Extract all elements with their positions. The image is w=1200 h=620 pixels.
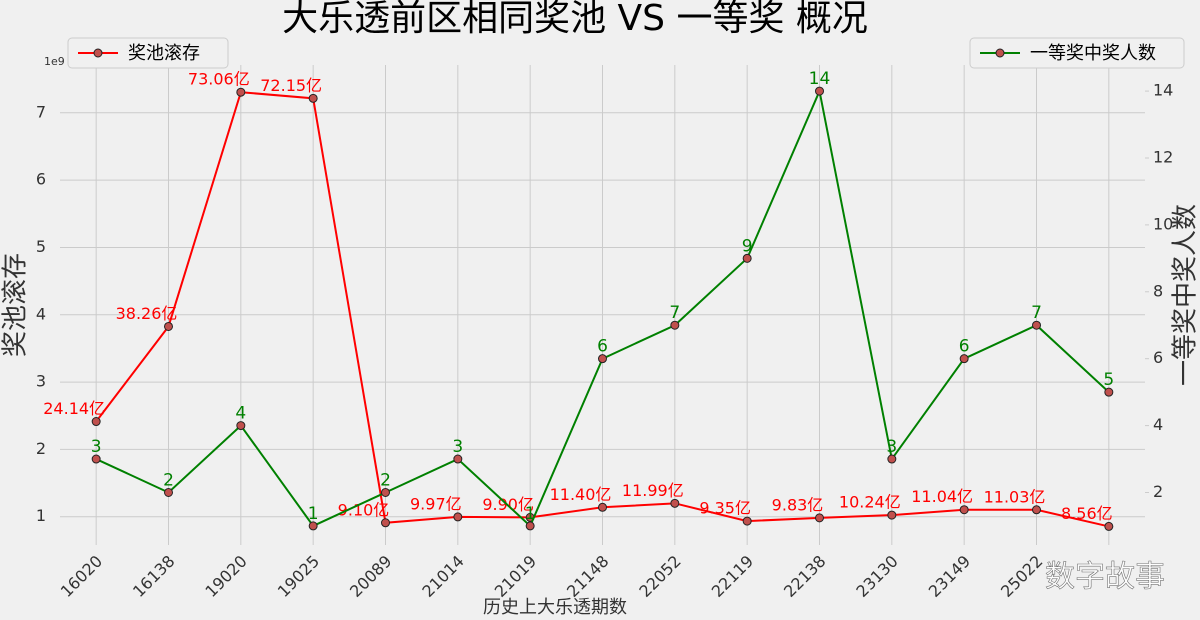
data-label: 9.35亿 [699, 499, 751, 518]
data-label: 4 [235, 404, 246, 424]
data-label: 24.14亿 [43, 399, 105, 418]
y2-tick-label: 8 [1153, 281, 1163, 300]
data-label: 11.40亿 [550, 485, 612, 504]
y2-tick-label: 10 [1153, 214, 1173, 233]
data-label: 3 [91, 437, 102, 457]
point [1032, 505, 1041, 515]
data-label: 7 [1031, 303, 1042, 323]
point [91, 454, 101, 464]
data-label: 9.83亿 [772, 495, 824, 514]
y-tick-label: 1 [36, 506, 46, 525]
data-label: 11.03亿 [984, 487, 1046, 506]
y-offset-label: 1e9 [44, 55, 65, 68]
y-axis-label: 奖池滚存 [1, 253, 31, 357]
y2-axis-label: 一等奖中奖人数 [1171, 204, 1200, 386]
data-label: 3 [886, 437, 897, 457]
y-tick-label: 4 [36, 304, 46, 323]
y-tick-label: 5 [36, 237, 46, 256]
point [381, 487, 390, 497]
y2-tick-label: 6 [1153, 348, 1163, 367]
y-tick-label: 6 [36, 170, 46, 189]
point [164, 487, 173, 497]
data-label: 9.97亿 [410, 494, 462, 513]
data-label: 8.56亿 [1061, 504, 1113, 523]
legend-marker [995, 48, 1005, 58]
point [308, 93, 318, 103]
point [959, 354, 969, 364]
point [598, 354, 607, 364]
data-label: 72.15亿 [260, 76, 322, 95]
point [598, 502, 607, 512]
data-label: 3 [452, 437, 463, 457]
point [1104, 521, 1114, 531]
legend-label: 一等奖中奖人数 [1030, 43, 1156, 64]
data-label: 14 [809, 69, 831, 89]
data-label: 6 [959, 337, 970, 357]
data-label: 2 [380, 470, 391, 490]
point [236, 87, 246, 97]
point [887, 510, 897, 520]
data-label: 1 [525, 504, 536, 524]
y-tick-label: 7 [36, 102, 46, 121]
point [887, 454, 897, 464]
data-label: 5 [1103, 370, 1114, 390]
point [236, 421, 246, 431]
point [164, 321, 173, 331]
data-label: 73.06亿 [188, 70, 250, 89]
point [742, 516, 752, 526]
point [959, 505, 969, 515]
y-tick-label: 3 [36, 372, 46, 391]
legend-marker [93, 48, 103, 58]
point [742, 253, 752, 263]
data-label: 10.24亿 [839, 493, 901, 512]
point [525, 521, 535, 531]
legend-label: 奖池滚存 [128, 43, 200, 64]
point [453, 512, 463, 522]
point [670, 498, 680, 508]
y2-tick-label: 4 [1153, 415, 1163, 434]
data-label: 38.26亿 [116, 304, 178, 323]
point [670, 320, 680, 330]
data-label: 6 [597, 337, 608, 357]
y2-tick-label: 2 [1153, 482, 1163, 501]
data-label: 9 [742, 236, 753, 256]
y2-tick-label: 14 [1153, 81, 1173, 100]
data-label: 7 [669, 303, 680, 323]
point [381, 518, 390, 528]
y2-tick-label: 12 [1153, 147, 1173, 166]
data-label: 11.04亿 [911, 487, 973, 506]
point [453, 454, 463, 464]
chart-title: 大乐透前区相同奖池 VS 一等奖 概况 [282, 0, 868, 39]
legend-box [969, 37, 1185, 69]
point [815, 86, 824, 96]
y-tick-label: 2 [36, 439, 46, 458]
point [308, 521, 318, 531]
data-label: 11.99亿 [622, 481, 684, 500]
legend-box [67, 37, 229, 69]
x-axis-label: 历史上大乐透期数 [483, 597, 627, 618]
point [1032, 320, 1041, 330]
point [91, 417, 101, 427]
data-label: 9.10亿 [338, 500, 390, 519]
point [815, 513, 824, 523]
data-label: 2 [163, 470, 174, 490]
point [1104, 387, 1114, 397]
watermark: 数字故事 [1045, 560, 1165, 595]
data-label: 1 [308, 504, 319, 524]
